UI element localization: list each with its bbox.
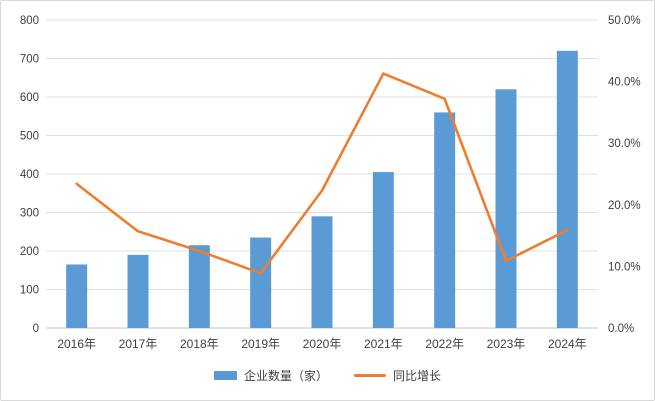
y2-axis-tick-label: 10.0% bbox=[608, 261, 641, 273]
bar-2022年 bbox=[434, 112, 456, 329]
y2-axis-tick-label: 20.0% bbox=[608, 200, 641, 212]
x-axis-tick-label: 2024年 bbox=[548, 337, 587, 351]
legend: 企业数量（家） 同比增长 bbox=[1, 364, 654, 386]
y-axis-tick-label: 100 bbox=[20, 285, 39, 297]
y-axis-tick-label: 200 bbox=[20, 246, 39, 258]
legend-item-enterprise-count: 企业数量（家） bbox=[213, 367, 328, 384]
bar-2024年 bbox=[556, 50, 578, 329]
x-axis-tick-label: 2021年 bbox=[364, 337, 403, 351]
bar-series-swatch bbox=[213, 370, 237, 380]
growth-line bbox=[75, 72, 569, 275]
y-axis-tick-label: 400 bbox=[20, 169, 39, 181]
x-axis-tick-label: 2017年 bbox=[119, 337, 158, 351]
y-axis-tick-label: 600 bbox=[20, 92, 39, 104]
y-axis-tick-label: 800 bbox=[20, 15, 39, 27]
bar-2016年 bbox=[66, 264, 88, 328]
legend-item-yoy-growth: 同比增长 bbox=[354, 367, 441, 384]
legend-label-enterprise-count: 企业数量（家） bbox=[243, 368, 328, 383]
y-axis-tick-label: 700 bbox=[20, 54, 39, 66]
bar-2018年 bbox=[188, 245, 210, 328]
bar-2021年 bbox=[372, 172, 394, 328]
bar-2017年 bbox=[127, 254, 149, 328]
x-axis-tick-label: 2022年 bbox=[425, 337, 464, 351]
x-axis-tick-label: 2016年 bbox=[57, 337, 96, 351]
y-axis-tick-label: 300 bbox=[20, 208, 39, 220]
legend-label-yoy-growth: 同比增长 bbox=[393, 368, 442, 383]
y2-axis-tick-label: 40.0% bbox=[608, 77, 641, 89]
bar-2020年 bbox=[311, 216, 333, 328]
x-axis-tick-label: 2018年 bbox=[180, 337, 219, 351]
x-axis-tick-label: 2023年 bbox=[487, 337, 526, 351]
x-axis-tick-label: 2019年 bbox=[241, 337, 280, 351]
y2-axis-tick-label: 0.0% bbox=[608, 323, 634, 335]
bar-2019年 bbox=[250, 237, 272, 328]
y-axis-tick-label: 500 bbox=[20, 131, 39, 143]
bar-2023年 bbox=[495, 89, 517, 328]
y2-axis-tick-label: 30.0% bbox=[608, 138, 641, 150]
y-axis-tick-label: 0 bbox=[33, 323, 39, 335]
x-axis-tick-label: 2020年 bbox=[303, 337, 342, 351]
y2-axis-tick-label: 50.0% bbox=[608, 15, 641, 27]
line-series-swatch bbox=[354, 373, 386, 377]
